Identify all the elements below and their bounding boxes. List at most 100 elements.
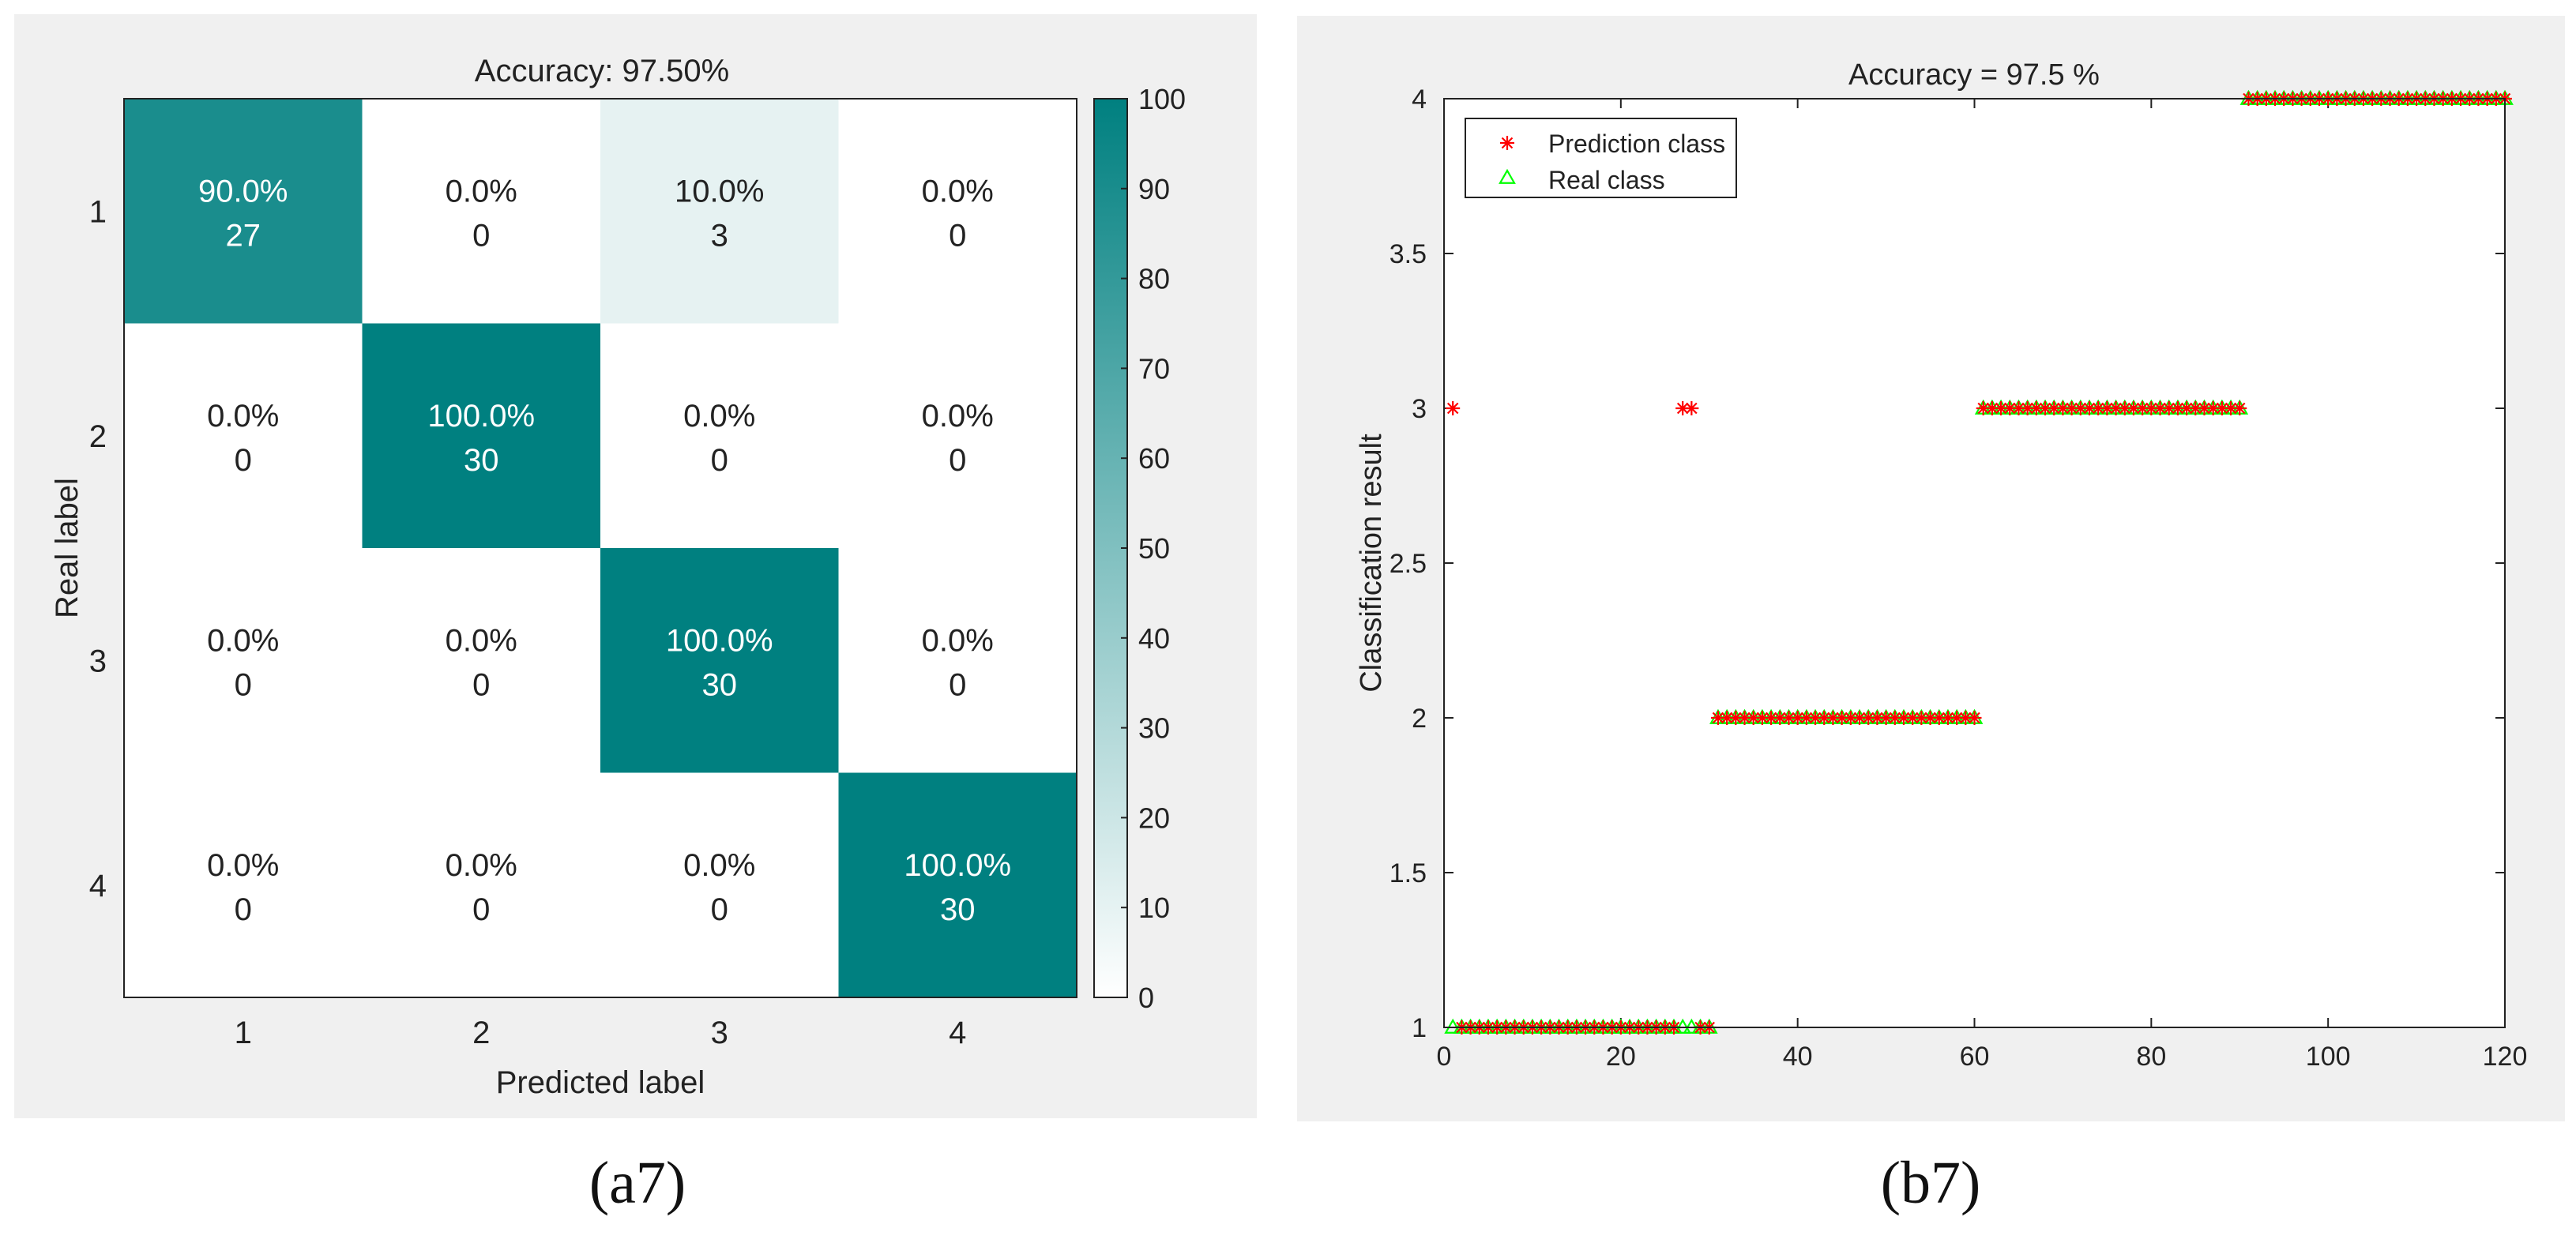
prediction-point-stroke bbox=[1827, 712, 1839, 724]
prediction-point-stroke bbox=[1916, 712, 1927, 724]
prediction-point bbox=[2197, 401, 2212, 415]
prediction-point-stroke bbox=[2004, 402, 2016, 415]
scatter-legend: Prediction class Real class bbox=[1465, 118, 1737, 198]
prediction-point-stroke bbox=[1730, 712, 1742, 724]
prediction-point-stroke bbox=[1862, 712, 1875, 724]
prediction-point-stroke bbox=[1686, 402, 1698, 415]
cm-y-ticks: 1 2 3 4 bbox=[89, 194, 107, 903]
prediction-point-stroke bbox=[2180, 402, 2193, 415]
cm-x-tick-label: 1 bbox=[235, 1016, 252, 1050]
cm-cell-percent: 100.0% bbox=[666, 623, 773, 658]
legend-prediction-symbol-stroke bbox=[1501, 137, 1514, 149]
prediction-point-stroke bbox=[1897, 712, 1910, 724]
cm-cell-percent: 0.0% bbox=[207, 848, 279, 883]
colorbar-tick-label: 10 bbox=[1138, 892, 1170, 924]
prediction-point-stroke bbox=[1986, 402, 1999, 415]
prediction-point-stroke bbox=[1995, 402, 2007, 415]
cm-cell-2-4 bbox=[838, 323, 1077, 549]
colorbar-tick-label: 50 bbox=[1138, 532, 1170, 565]
cm-x-tick-label: 2 bbox=[472, 1016, 490, 1050]
prediction-point-stroke bbox=[2030, 402, 2043, 415]
cm-cell-1-1 bbox=[124, 99, 363, 324]
prediction-point-stroke bbox=[1818, 712, 1830, 724]
prediction-point-stroke bbox=[1845, 712, 1857, 724]
prediction-point bbox=[1737, 711, 1752, 725]
cm-x-ticks: 1 2 3 4 bbox=[235, 1016, 967, 1050]
cm-cell-3-3 bbox=[600, 548, 839, 773]
prediction-point-stroke bbox=[1800, 712, 1813, 724]
prediction-point-stroke bbox=[2136, 402, 2149, 415]
prediction-point-stroke bbox=[2145, 402, 2157, 415]
prediction-point bbox=[1720, 711, 1735, 725]
prediction-point-stroke bbox=[1889, 712, 1901, 724]
cm-cell-4-4 bbox=[838, 772, 1077, 998]
prediction-point-stroke bbox=[1446, 402, 1459, 415]
prediction-point-stroke bbox=[2233, 402, 2246, 415]
cm-cell-percent: 0.0% bbox=[446, 848, 517, 883]
prediction-point-stroke bbox=[1880, 712, 1892, 724]
cm-cell-percent: 90.0% bbox=[198, 174, 288, 208]
real-point bbox=[1444, 1018, 1462, 1034]
cm-cell-1-3 bbox=[600, 99, 839, 324]
legend-box bbox=[1465, 118, 1737, 198]
cm-cell-count: 30 bbox=[940, 892, 976, 927]
prediction-point bbox=[2126, 401, 2141, 415]
prediction-point-stroke bbox=[2216, 402, 2228, 415]
prediction-point-stroke bbox=[1950, 712, 1963, 724]
cm-cell-percent: 0.0% bbox=[446, 623, 517, 658]
cm-cell-count: 0 bbox=[711, 443, 728, 478]
prediction-point-stroke bbox=[2190, 402, 2202, 415]
cm-cell-count: 0 bbox=[472, 892, 490, 927]
prediction-point-stroke bbox=[2127, 402, 2140, 415]
scatter-x-tick-label: 60 bbox=[1960, 1042, 1990, 1072]
prediction-point-stroke bbox=[1906, 712, 1919, 724]
legend-prediction-marker bbox=[1500, 136, 1514, 150]
cm-cell-count: 3 bbox=[711, 218, 728, 253]
legend-prediction-symbol bbox=[1500, 136, 1514, 150]
colorbar-tick-label: 80 bbox=[1138, 263, 1170, 295]
prediction-point-stroke bbox=[1739, 712, 1751, 724]
prediction-point-stroke bbox=[1712, 712, 1724, 724]
prediction-point bbox=[1931, 711, 1946, 725]
prediction-point-stroke bbox=[1747, 712, 1759, 724]
cm-cells: 90.0% 27 0.0% 0 10.0% 3 0.0% 0 0.0% 0 100.0% 30 0.0%… bbox=[124, 99, 1077, 998]
cm-cell-count: 0 bbox=[949, 218, 966, 253]
prediction-point bbox=[2232, 401, 2247, 415]
cm-y-tick-label: 1 bbox=[89, 194, 107, 229]
prediction-point-stroke bbox=[1783, 712, 1795, 724]
scatter-y-tick-label: 3.5 bbox=[1390, 239, 1427, 269]
colorbar-tick-label: 40 bbox=[1138, 622, 1170, 655]
prediction-point-stroke bbox=[2110, 402, 2122, 415]
prediction-point-stroke bbox=[1977, 402, 1989, 415]
prediction-point-stroke bbox=[1720, 712, 1733, 724]
prediction-point-stroke bbox=[1756, 712, 1769, 724]
prediction-point-stroke bbox=[2172, 402, 2184, 415]
cm-cell-count: 0 bbox=[235, 892, 252, 927]
cm-cell-percent: 0.0% bbox=[922, 399, 994, 434]
cm-cell-count: 30 bbox=[702, 667, 738, 702]
cm-x-axis-label: Predicted label bbox=[496, 1065, 705, 1100]
prediction-point-stroke bbox=[1774, 712, 1786, 724]
cm-cell-count: 0 bbox=[949, 667, 966, 702]
cm-cell-percent: 100.0% bbox=[427, 399, 535, 434]
cm-cell-count: 0 bbox=[235, 443, 252, 478]
prediction-point-stroke bbox=[2057, 402, 2069, 415]
cm-cell-percent: 0.0% bbox=[922, 174, 994, 208]
scatter-x-tick-label: 120 bbox=[2483, 1042, 2528, 1072]
scatter-panel: Accuracy = 97.5 % 0 20 40 60 80 100 120 1 1.5 2 2.… bbox=[1297, 16, 2565, 1121]
cm-cell-count: 0 bbox=[711, 892, 728, 927]
prediction-point-stroke bbox=[2154, 402, 2166, 415]
scatter-plot-area bbox=[1444, 99, 2505, 1027]
cm-cell-count: 27 bbox=[226, 218, 261, 253]
cm-cell-count: 0 bbox=[472, 667, 490, 702]
scatter-plot-border bbox=[1443, 98, 2506, 1028]
prediction-point-stroke bbox=[1933, 712, 1945, 724]
scatter-x-tick-label: 80 bbox=[2136, 1042, 2166, 1072]
cm-x-tick-label: 3 bbox=[711, 1016, 728, 1050]
cm-y-tick-label: 4 bbox=[89, 869, 107, 903]
colorbar-tick-label: 70 bbox=[1138, 352, 1170, 385]
real-point bbox=[1674, 1018, 1692, 1034]
prediction-point-stroke bbox=[2013, 402, 2025, 415]
legend-real-label: Real class bbox=[1548, 166, 1665, 194]
